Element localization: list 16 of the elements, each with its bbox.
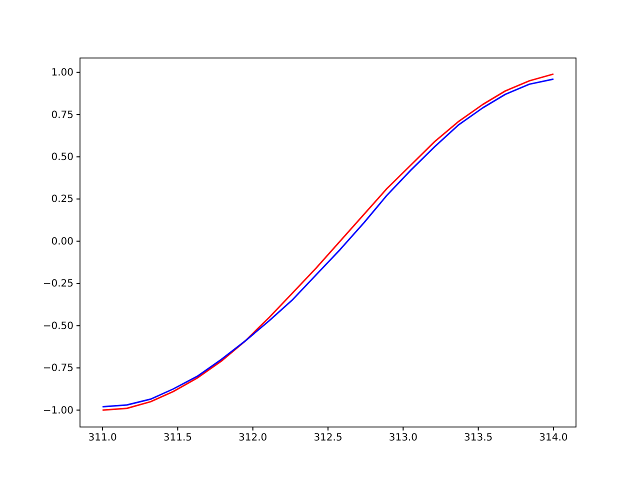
y-tick-label: 0.25	[51, 194, 74, 206]
y-tick-label: 0.50	[51, 152, 74, 163]
x-tick-label: 312.0	[238, 432, 268, 444]
x-tick-label: 311.0	[88, 432, 117, 444]
x-tick-label: 312.5	[314, 432, 342, 444]
y-tick-label: −0.25	[42, 278, 74, 290]
y-tick-label: 0.00	[51, 236, 74, 248]
x-tick-label: 313.5	[464, 432, 493, 444]
y-tick-label: −1.00	[42, 405, 74, 416]
y-tick-label: 0.75	[51, 110, 74, 121]
x-tick-label: 311.5	[163, 432, 192, 444]
x-tick-label: 313.0	[388, 432, 418, 444]
y-tick-label: −0.50	[42, 320, 74, 332]
y-tick-label: 1.00	[51, 68, 74, 79]
x-tick-label: 314.0	[539, 432, 568, 444]
y-tick-label: −0.75	[42, 363, 74, 374]
